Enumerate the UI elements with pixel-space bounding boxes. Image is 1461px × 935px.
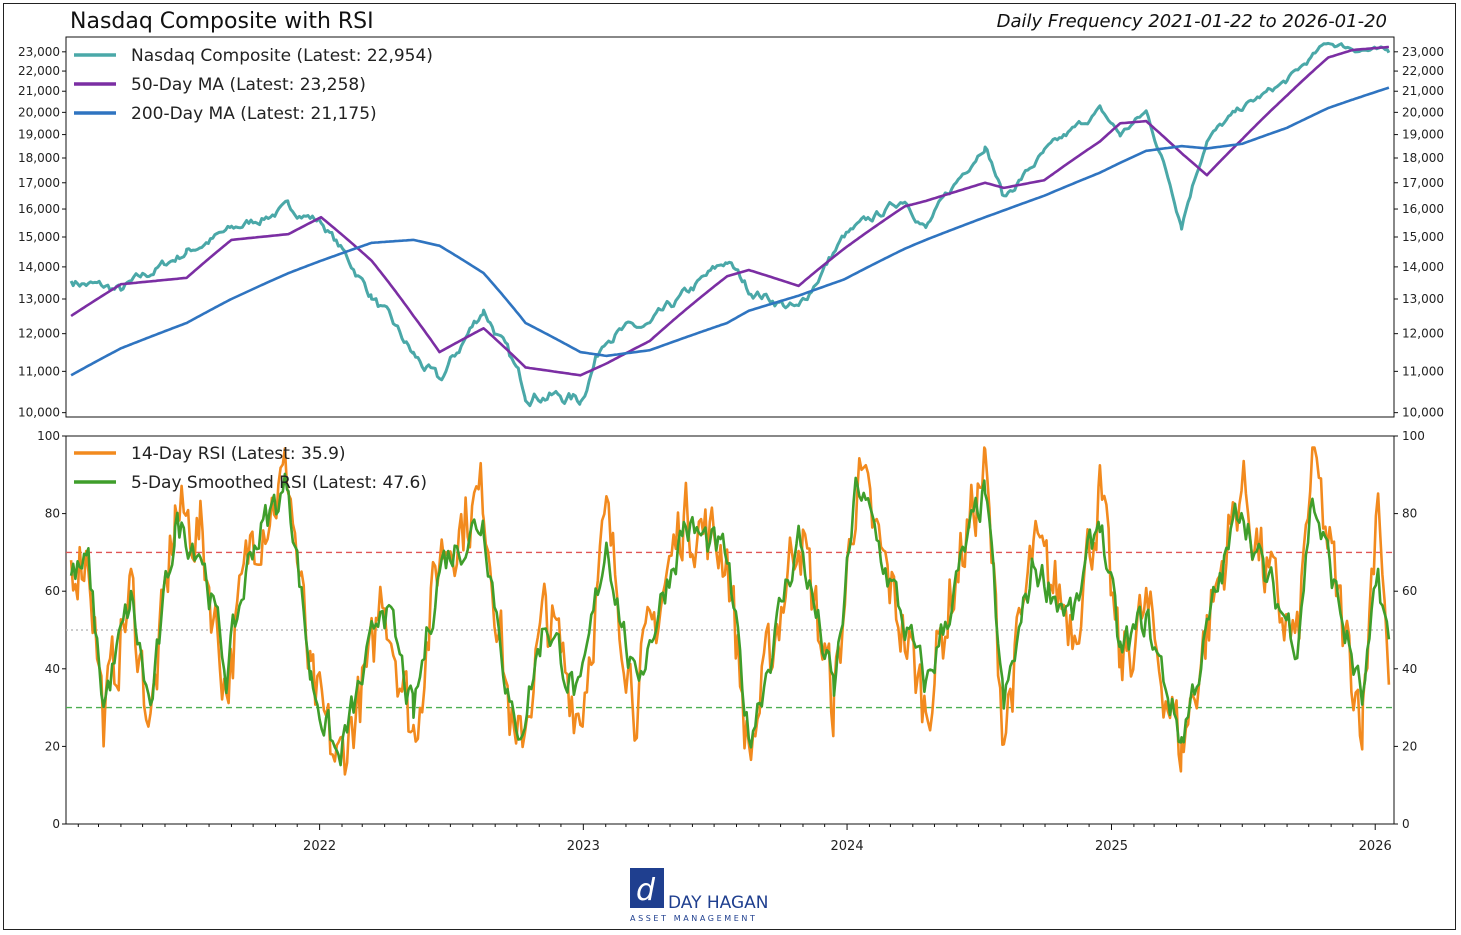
y-tick-label-right: 10,000: [1402, 406, 1444, 420]
series-line-1: [69, 446, 1391, 776]
price-axis-ticks: 10,000 10,000 11,000 11,000 12,000 12,000 13,0…: [18, 45, 1444, 420]
y-tick-label-left: 14,000: [18, 260, 60, 274]
y-tick-label-left: 100: [37, 429, 60, 443]
y-tick-label-right: 23,000: [1402, 45, 1444, 59]
chart-frame: Nasdaq Composite with RSI Daily Frequenc…: [3, 3, 1456, 930]
y-tick-label-left: 40: [45, 662, 60, 676]
price-panel: 10,000 10,000 11,000 11,000 12,000 12,000 13,0…: [18, 36, 1444, 420]
logo-emblem-icon: [630, 868, 664, 908]
chart-subtitle: Daily Frequency 2021-01-22 to 2026-01-20: [996, 11, 1387, 32]
rsi-reference-lines: [66, 551, 1394, 709]
series-line-2: [69, 472, 1391, 767]
y-tick-label-left: 20,000: [18, 105, 60, 119]
x-tick-label: 2022: [303, 839, 336, 854]
day-hagan-logo: d DAY HAGAN ASSET MANAGEMENT: [628, 866, 793, 926]
y-tick-label-left: 16,000: [18, 202, 60, 216]
y-tick-label-right: 11,000: [1402, 364, 1444, 378]
y-tick-label-left: 0: [52, 817, 60, 831]
y-tick-label-left: 11,000: [18, 364, 60, 378]
y-tick-label-left: 80: [45, 507, 60, 521]
y-tick-label-right: 100: [1402, 429, 1425, 443]
y-tick-label-right: 80: [1402, 507, 1417, 521]
legend-label: 14-Day RSI (Latest: 35.9): [131, 444, 346, 464]
y-tick-label-right: 19,000: [1402, 128, 1444, 142]
y-tick-label-right: 17,000: [1402, 176, 1444, 190]
y-tick-label-left: 10,000: [18, 406, 60, 420]
y-tick-label-right: 12,000: [1402, 327, 1444, 341]
y-tick-label-right: 0: [1402, 817, 1410, 831]
y-tick-label-left: 12,000: [18, 327, 60, 341]
y-tick-label-left: 15,000: [18, 230, 60, 244]
y-tick-label-right: 22,000: [1402, 64, 1444, 78]
y-tick-label-right: 60: [1402, 584, 1417, 598]
y-tick-label-right: 18,000: [1402, 151, 1444, 165]
legend-label: Nasdaq Composite (Latest: 22,954): [131, 46, 433, 66]
y-tick-label-left: 13,000: [18, 292, 60, 306]
legend-label: 50-Day MA (Latest: 23,258): [131, 75, 366, 95]
rsi-panel-axes: [65, 435, 1395, 825]
y-tick-label-right: 20,000: [1402, 105, 1444, 119]
x-tick-label: 2026: [1359, 839, 1392, 854]
y-tick-label-right: 16,000: [1402, 202, 1444, 216]
legend-label: 5-Day Smoothed RSI (Latest: 47.6): [131, 473, 427, 493]
rsi-series: [69, 446, 1391, 776]
series-line-3: [70, 86, 1390, 377]
y-tick-label-right: 14,000: [1402, 260, 1444, 274]
y-tick-label-left: 23,000: [18, 45, 60, 59]
x-tick-label: 2025: [1095, 839, 1128, 854]
price-panel-axes: [65, 36, 1395, 418]
logo-name: DAY HAGAN: [668, 893, 769, 913]
series-line-2: [70, 45, 1389, 377]
rsi-panel: 0 0 20 20 40 40 60 60 80 80 100 100 2022 2023 2024 2025…: [37, 429, 1425, 854]
series-line-1: [69, 41, 1391, 408]
y-tick-label-right: 40: [1402, 662, 1417, 676]
day-hagan-logo-mark: d DAY HAGAN ASSET MANAGEMENT: [630, 868, 769, 923]
price-series: [69, 41, 1391, 408]
y-tick-label-left: 60: [45, 584, 60, 598]
y-tick-label-left: 21,000: [18, 84, 60, 98]
y-tick-label-left: 20: [45, 739, 60, 753]
price-legend: Nasdaq Composite (Latest: 22,954) 50-Day …: [74, 46, 433, 124]
y-tick-label-right: 21,000: [1402, 84, 1444, 98]
x-tick-label: 2023: [567, 839, 600, 854]
y-tick-label-left: 18,000: [18, 151, 60, 165]
x-tick-label: 2024: [831, 839, 864, 854]
chart-title: Nasdaq Composite with RSI: [70, 9, 374, 34]
y-tick-label-left: 22,000: [18, 64, 60, 78]
y-tick-label-right: 15,000: [1402, 230, 1444, 244]
y-tick-label-left: 17,000: [18, 176, 60, 190]
svg-text:d: d: [636, 873, 656, 908]
logo-tagline: ASSET MANAGEMENT: [630, 914, 758, 923]
legend-label: 200-Day MA (Latest: 21,175): [131, 104, 377, 124]
y-tick-label-right: 13,000: [1402, 292, 1444, 306]
y-tick-label-right: 20: [1402, 739, 1417, 753]
y-tick-label-left: 19,000: [18, 128, 60, 142]
rsi-axis-ticks: 0 0 20 20 40 40 60 60 80 80 100 100 2022 2023 2024 2025…: [37, 429, 1425, 854]
rsi-legend: 14-Day RSI (Latest: 35.9) 5-Day Smoothed …: [74, 444, 427, 493]
